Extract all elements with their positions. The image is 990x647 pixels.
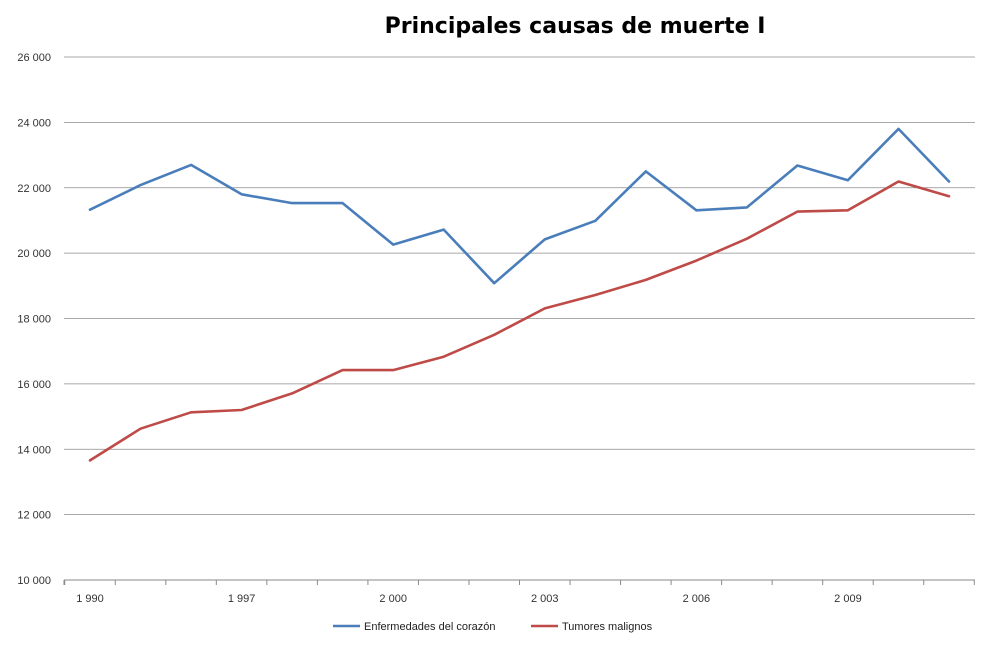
legend-label: Tumores malignos bbox=[562, 621, 653, 633]
legend-label: Enfermedades del corazón bbox=[364, 621, 495, 633]
y-tick-label: 14 000 bbox=[17, 444, 51, 456]
y-tick-label: 16 000 bbox=[17, 379, 51, 391]
y-tick-label: 18 000 bbox=[17, 314, 51, 326]
chart-title: Principales causas de muerte I bbox=[384, 14, 766, 39]
x-tick-label: 2 000 bbox=[379, 593, 407, 605]
y-tick-label: 12 000 bbox=[17, 510, 51, 522]
x-tick-label: 1 990 bbox=[76, 593, 104, 605]
y-tick-label: 26 000 bbox=[17, 52, 51, 64]
series-line-tumores-malignos bbox=[88, 180, 951, 462]
y-tick-label: 20 000 bbox=[17, 248, 51, 260]
x-tick-label: 1 997 bbox=[228, 593, 256, 605]
y-tick-label: 10 000 bbox=[17, 575, 51, 587]
x-tick-label: 2 003 bbox=[531, 593, 559, 605]
x-tick-label: 2 009 bbox=[834, 593, 862, 605]
series-line-enfermedades-corazon bbox=[88, 127, 951, 285]
y-tick-label: 22 000 bbox=[17, 183, 51, 195]
x-tick-label: 2 006 bbox=[683, 593, 711, 605]
y-tick-label: 24 000 bbox=[17, 117, 51, 129]
